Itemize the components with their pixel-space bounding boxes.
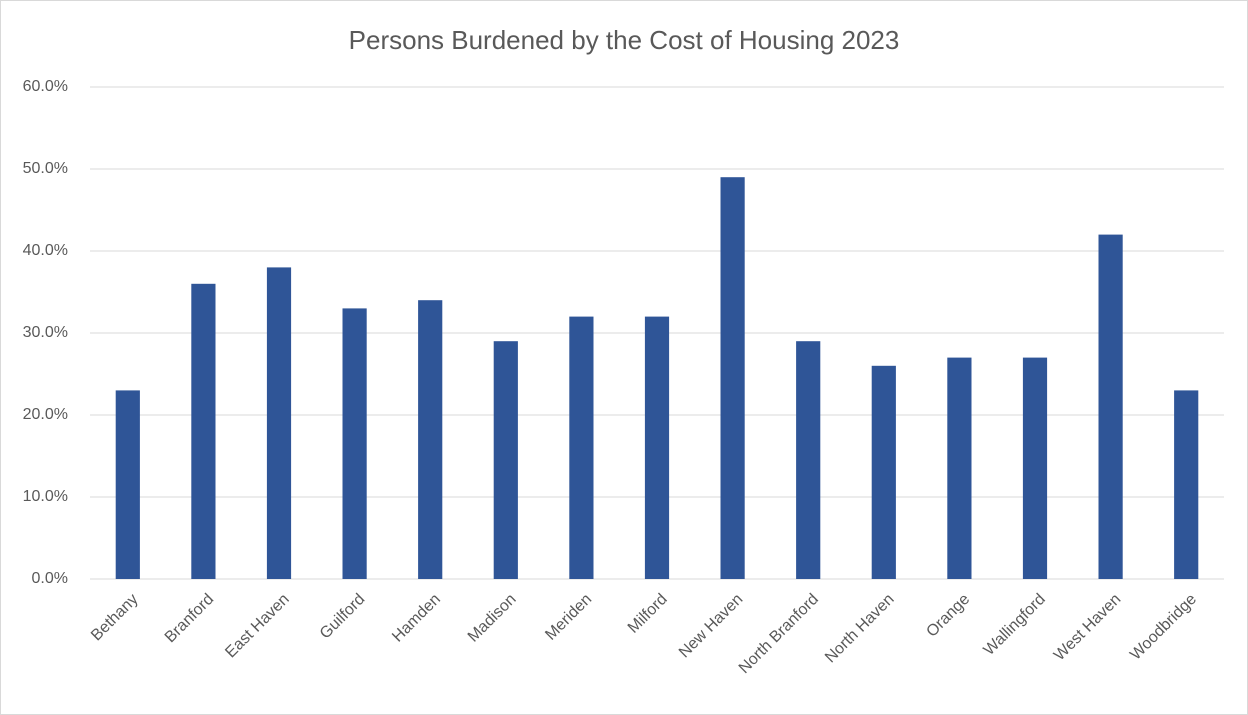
bar [1022,357,1048,579]
bar [569,316,594,579]
bar [1174,390,1199,579]
chart-title: Persons Burdened by the Cost of Housing … [349,25,900,55]
y-tick-label: 50.0% [23,160,68,177]
bar [720,177,745,579]
y-tick-label: 10.0% [23,488,68,505]
bar [342,308,367,579]
bar [418,300,443,579]
bar [191,283,216,579]
bar [796,341,821,579]
y-tick-label: 40.0% [23,242,68,259]
bar [871,365,896,579]
bar [493,341,518,579]
y-tick-label: 60.0% [23,78,68,95]
bar [266,267,292,579]
y-tick-label: 0.0% [32,570,68,587]
y-tick-label: 20.0% [23,406,68,423]
bar [644,316,670,579]
bar [947,357,972,579]
y-tick-label: 30.0% [23,324,68,341]
bar [115,390,140,579]
bar [1098,234,1123,579]
